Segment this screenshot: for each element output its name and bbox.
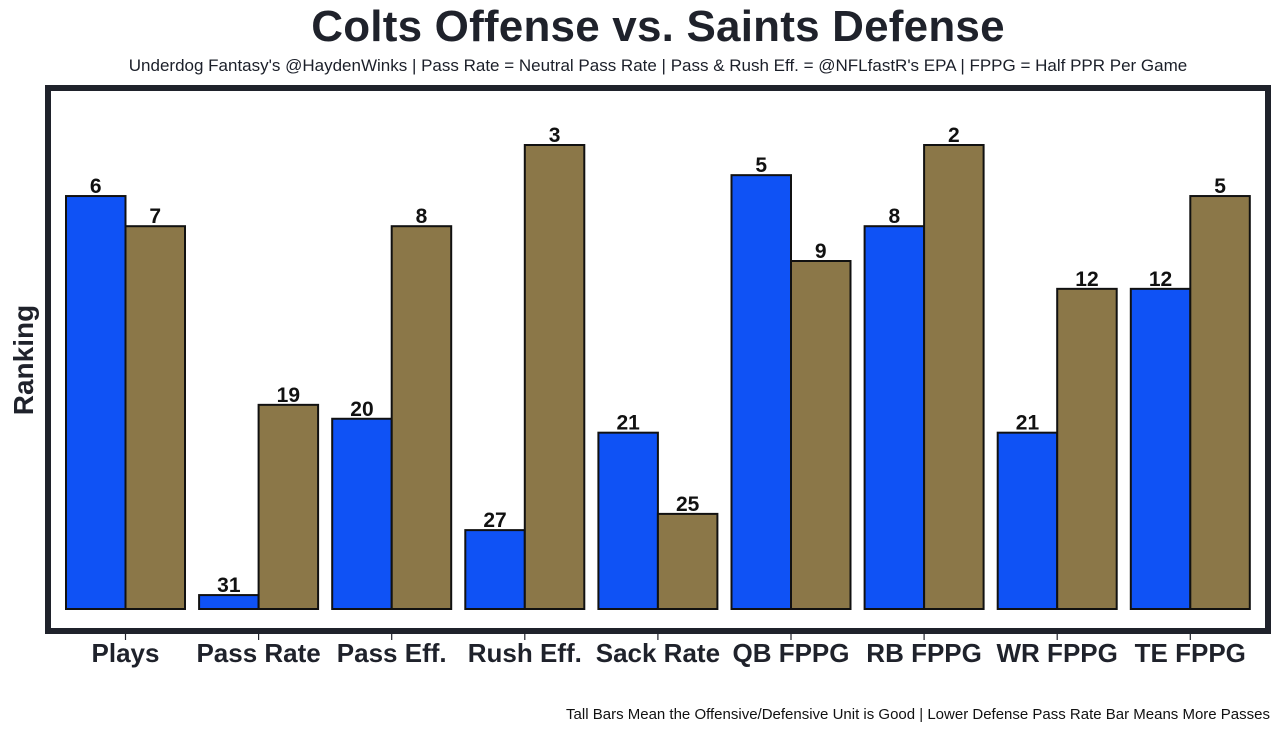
bar-offense [730, 174, 792, 610]
bar-data-label: 8 [889, 205, 901, 228]
bar-defense [390, 225, 453, 610]
bar-data-label: 31 [217, 574, 241, 597]
x-tick-label: TE FPPG [1135, 638, 1246, 668]
bar-offense [863, 225, 926, 610]
bar-data-label: 5 [755, 154, 767, 177]
chart-subtitle: Underdog Fantasy's @HaydenWinks | Pass R… [128, 56, 1188, 75]
bar-offense [331, 417, 393, 611]
bar-data-label: 5 [1214, 175, 1226, 198]
x-tick-label: Plays [92, 638, 160, 668]
bar-data-label: 9 [815, 240, 827, 263]
bar-data-label: 7 [149, 205, 161, 228]
bar-offense [996, 431, 1059, 610]
bar-defense [124, 225, 186, 610]
bar-offense [198, 594, 260, 611]
bar-defense [1056, 287, 1118, 610]
bar-data-label: 8 [416, 205, 428, 228]
chart-title: Colts Offense vs. Saints Defense [311, 2, 1005, 51]
bar-defense [656, 512, 719, 611]
bar-data-label: 2 [948, 124, 960, 147]
bar-data-label: 21 [616, 412, 640, 435]
bar-data-label: 25 [676, 493, 700, 516]
bar-data-label: 20 [350, 398, 373, 421]
bar-data-label: 27 [483, 509, 506, 532]
x-tick-label: WR FPPG [997, 638, 1118, 668]
bar-defense [923, 144, 985, 610]
bar-defense [1189, 195, 1251, 610]
bar-offense [1129, 287, 1192, 610]
x-tick-label: RB FPPG [866, 638, 982, 668]
bar-offense [65, 195, 127, 610]
x-tick-label: Sack Rate [596, 638, 720, 668]
x-tick-label: Pass Eff. [337, 638, 447, 668]
x-tick-label: Pass Rate [196, 638, 320, 668]
bar-defense [257, 403, 320, 610]
bar-defense [790, 260, 852, 610]
x-tick-label: QB FPPG [732, 638, 849, 668]
bar-data-label: 12 [1075, 268, 1098, 291]
chart-footer-note: Tall Bars Mean the Offensive/Defensive U… [566, 706, 1270, 723]
bar-data-label: 12 [1149, 268, 1172, 291]
bar-data-label: 19 [277, 384, 300, 407]
bar-data-label: 21 [1016, 412, 1040, 435]
bar-data-label: 3 [549, 124, 561, 147]
bar-offense [464, 529, 526, 610]
bar-offense [597, 431, 659, 610]
x-tick-label: Rush Eff. [468, 638, 582, 668]
bar-defense [523, 144, 586, 610]
bar-data-label: 6 [90, 175, 102, 198]
